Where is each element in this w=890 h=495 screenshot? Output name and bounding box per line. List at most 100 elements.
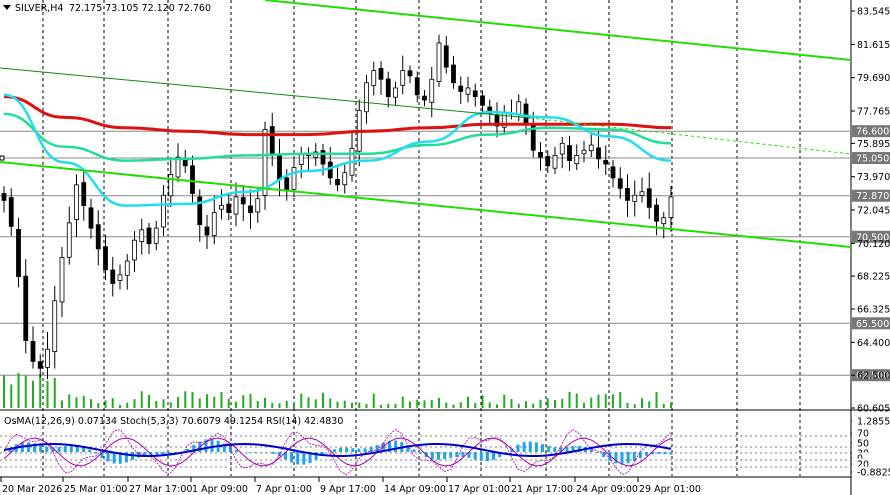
- candle-body: [480, 95, 485, 106]
- price-tick-label: 79.690: [857, 73, 890, 84]
- candle-body: [436, 42, 442, 82]
- candle-body: [617, 178, 623, 189]
- symbol-label: SILVER,H4: [15, 3, 63, 14]
- candle-body: [661, 217, 667, 225]
- price-tick-label: 64.400: [857, 338, 890, 349]
- stoch-signal-line: [3, 428, 672, 476]
- level-anchor-handle: [0, 155, 5, 161]
- candle-body: [23, 275, 29, 341]
- candle-body: [81, 182, 87, 207]
- rsi-line: [3, 443, 672, 458]
- candle-body: [124, 260, 130, 276]
- time-tick-label: 20 Mar 2026: [2, 484, 62, 495]
- symbol-dropdown-icon[interactable]: [3, 5, 11, 10]
- candle-body: [342, 172, 348, 186]
- indicator-tick-bg: [852, 437, 890, 449]
- candle-body: [465, 87, 471, 95]
- price-tick-label: 75.895: [857, 139, 890, 150]
- candlesticks: [1, 34, 674, 380]
- candle-body: [458, 85, 464, 92]
- candle-body: [538, 151, 543, 158]
- price-tick-label: 68.225: [857, 272, 890, 283]
- indicator-panel: 1.28555705030020-0.8825: [0, 415, 890, 479]
- candle-body: [175, 156, 181, 178]
- price-tick-label: 77.765: [857, 107, 890, 118]
- candle-body: [110, 269, 116, 284]
- time-tick-label: 24 Apr 09:00: [576, 484, 638, 495]
- candle-body: [472, 90, 478, 97]
- candle-body: [291, 167, 297, 190]
- ma-slow-line: [3, 95, 672, 137]
- price-tick-label: 62.500: [857, 371, 890, 382]
- candle-body: [596, 147, 601, 160]
- candle-body: [327, 161, 333, 179]
- indicator-tick-bg: [852, 466, 890, 478]
- level-tag-label: 72.870: [856, 191, 889, 202]
- price-tick-label: 72.045: [857, 206, 890, 217]
- candle-body: [603, 160, 609, 165]
- candle-body: [574, 155, 580, 165]
- channel-lower-line: [0, 161, 852, 248]
- candle-body: [233, 196, 239, 215]
- candle-body: [429, 78, 435, 103]
- candle-body: [74, 184, 79, 221]
- candle-body: [378, 68, 384, 80]
- candle-body: [407, 70, 413, 77]
- chart-header: SILVER,H4 72.175 73.105 72.120 72.760: [3, 3, 211, 14]
- indicator-tick-label: 20: [857, 460, 869, 471]
- candle-body: [240, 197, 246, 205]
- candle-body: [393, 87, 398, 98]
- candle-body: [284, 177, 290, 191]
- candle-body: [646, 188, 652, 208]
- candle-body: [59, 257, 65, 303]
- candle-body: [37, 361, 43, 369]
- candle-body: [262, 129, 268, 196]
- candle-body: [530, 125, 536, 151]
- price-tick-label: 70.120: [857, 239, 890, 250]
- ma-fast-line: [3, 93, 672, 207]
- candle-body: [443, 45, 449, 68]
- candle-body: [146, 227, 152, 245]
- candle-body: [610, 166, 616, 179]
- candle-body: [632, 194, 638, 202]
- time-tick-label: 1 Apr 09:00: [192, 484, 248, 495]
- candle-body: [625, 188, 630, 201]
- candle-body: [168, 174, 174, 197]
- ma-mid-line: [3, 112, 672, 162]
- candle-body: [335, 179, 340, 186]
- time-tick-label: 17 Apr 01:00: [448, 484, 510, 495]
- candle-body: [161, 194, 166, 228]
- candle-body: [277, 153, 282, 181]
- time-tick-label: 7 Apr 01:00: [256, 484, 312, 495]
- indicator-tick-bg: [852, 452, 890, 464]
- candle-body: [132, 239, 137, 261]
- trend-line-solid: [0, 67, 531, 119]
- candle-body: [139, 229, 145, 242]
- level-tag: [852, 369, 890, 382]
- candle-body: [523, 103, 529, 123]
- time-tick-label: 25 Mar 01:00: [64, 484, 127, 495]
- horizontal-levels: 76.600 75.050 72.870 70.500 65.500 62.500: [0, 125, 890, 382]
- price-tick-label: 83.545: [857, 7, 890, 18]
- candle-body: [95, 224, 101, 250]
- candle-body: [66, 222, 72, 258]
- candle-body: [545, 156, 551, 167]
- candle-body: [16, 229, 21, 277]
- candle-body: [45, 348, 50, 368]
- indicator-tick-bg: [852, 458, 890, 470]
- indicator-label: OsMA(12,26,9) 0.07134 Stoch(5,3,3) 70.60…: [4, 416, 343, 427]
- time-axis: 20 Mar 2026 25 Mar 01:00 27 Mar 17:00 1 Apr…: [0, 477, 701, 495]
- candle-body: [30, 341, 36, 362]
- trend-line-dashed: [529, 117, 852, 155]
- candle-body: [371, 70, 377, 86]
- candle-body: [52, 300, 58, 352]
- level-tag-label: 70.500: [856, 232, 889, 243]
- price-tick-label: 81.615: [857, 40, 890, 51]
- price-tick-label: 66.325: [857, 305, 890, 316]
- trend-and-ma-lines: [0, 0, 852, 248]
- candle-body: [153, 227, 159, 244]
- volume-bars: [3, 373, 672, 408]
- candle-body: [255, 198, 261, 213]
- candle-body: [581, 149, 587, 155]
